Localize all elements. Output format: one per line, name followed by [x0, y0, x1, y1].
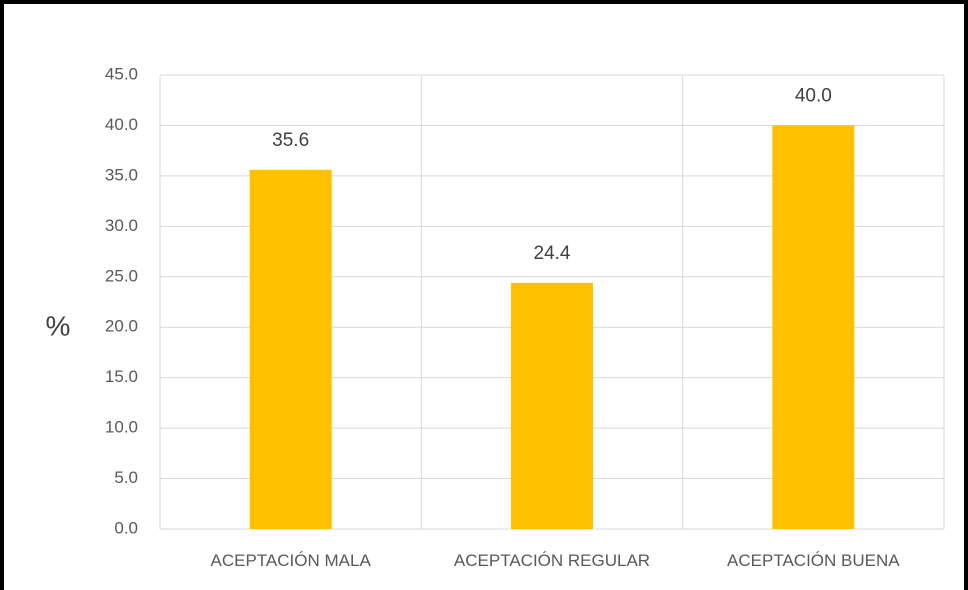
data-label: 40.0	[795, 85, 832, 106]
x-tick-label: ACEPTACIÓN BUENA	[727, 551, 900, 570]
y-tick-label: 30.0	[105, 216, 138, 235]
x-tick-label: ACEPTACIÓN MALA	[211, 551, 372, 570]
data-label: 35.6	[272, 130, 309, 151]
data-label: 24.4	[534, 243, 571, 264]
y-tick-label: 35.0	[105, 165, 138, 184]
bar	[772, 125, 855, 529]
data-labels: 35.6 24.4 40.0	[272, 85, 832, 263]
y-tick-label: 20.0	[105, 317, 138, 336]
bar	[249, 169, 332, 529]
bar-series	[249, 125, 855, 529]
bar	[511, 282, 593, 529]
y-tick-label: 25.0	[105, 266, 138, 285]
y-tick-label: 15.0	[105, 367, 138, 386]
y-tick-label: 40.0	[105, 115, 138, 134]
y-tick-label: 10.0	[105, 418, 138, 437]
y-tick-label: 0.0	[114, 518, 138, 537]
y-tick-label: 5.0	[114, 468, 138, 487]
y-axis-ticks: 0.0 5.0 10.0 15.0 20.0 25.0 30.0 35.0 40.0 45.0	[105, 64, 138, 537]
x-axis-ticks: ACEPTACIÓN MALA ACEPTACIÓN REGULAR ACEPTAC…	[211, 551, 901, 570]
y-axis-title: %	[46, 310, 71, 341]
y-tick-label: 45.0	[105, 64, 138, 83]
x-tick-label: ACEPTACIÓN REGULAR	[454, 551, 650, 570]
